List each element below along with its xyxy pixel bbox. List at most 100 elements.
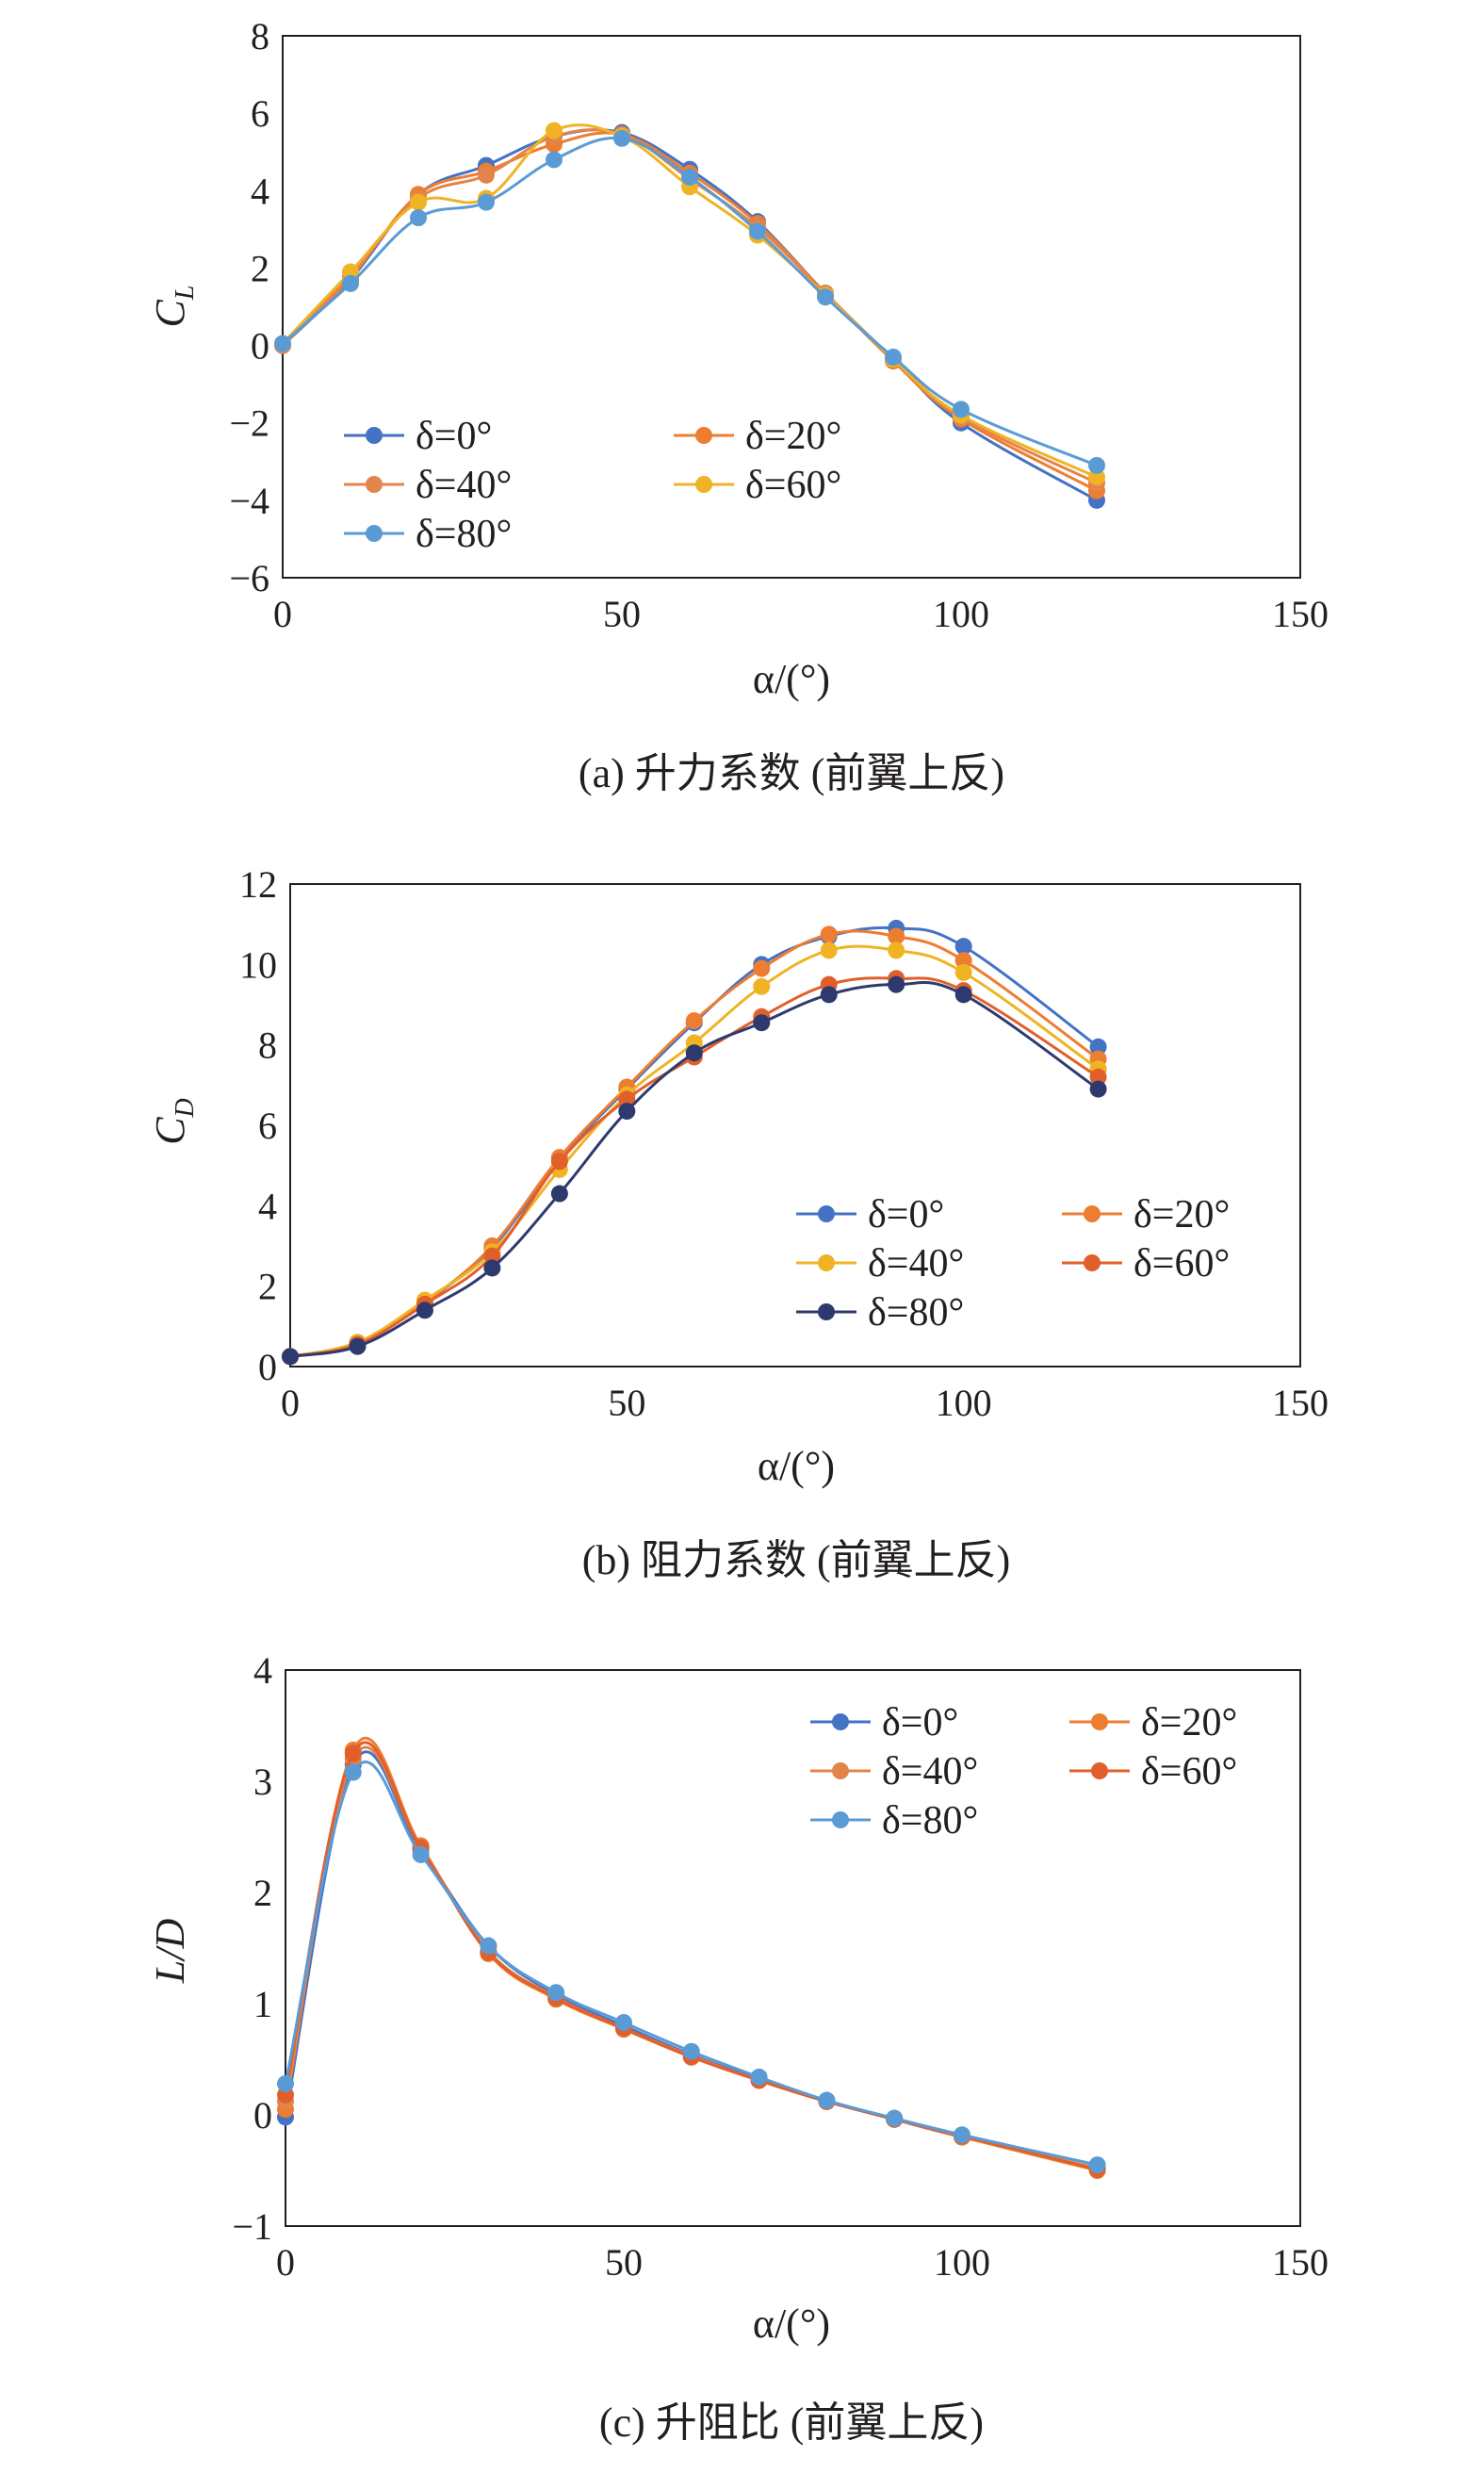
data-point — [820, 942, 838, 959]
data-point — [817, 288, 834, 306]
legend-item: δ=0° — [810, 1701, 958, 1744]
data-point — [550, 1185, 568, 1203]
y-tick-label: 2 — [253, 1872, 272, 1914]
legend-label: δ=80° — [868, 1291, 964, 1335]
x-tick-label: 150 — [1272, 593, 1329, 635]
data-point — [618, 1103, 636, 1121]
legend-swatch-marker — [695, 427, 712, 444]
data-point — [1089, 1038, 1107, 1056]
y-tick-label: 0 — [251, 325, 269, 368]
data-point — [613, 129, 630, 147]
series-layer — [274, 122, 1105, 509]
data-point — [954, 938, 972, 956]
x-tick-labels: 0 50 100 150 — [273, 593, 1329, 635]
data-point — [1088, 2156, 1106, 2174]
y-axis-label: CL — [147, 286, 200, 328]
y-tick-label: 1 — [253, 1983, 272, 2025]
data-point — [546, 122, 563, 139]
legend-item: δ=60° — [674, 464, 841, 507]
legend-item: δ=40° — [344, 464, 512, 507]
legend-swatch-marker — [366, 476, 383, 493]
plot-area-frame — [285, 1669, 1301, 2227]
x-axis-label: α/(°) — [753, 656, 830, 702]
data-point — [1088, 468, 1105, 486]
data-point — [277, 2074, 294, 2092]
data-point — [410, 193, 427, 211]
x-tick-label: 150 — [1272, 1382, 1329, 1424]
data-point — [480, 1937, 497, 1955]
data-point — [954, 986, 972, 1004]
data-point — [342, 274, 359, 292]
data-point — [416, 1302, 433, 1319]
legend-item: δ=40° — [796, 1242, 964, 1286]
y-tick-label: 10 — [239, 943, 277, 986]
legend-swatch-marker — [832, 1811, 849, 1828]
legend-swatch-marker — [695, 476, 712, 493]
legend-swatch-marker — [832, 1713, 849, 1730]
data-point — [546, 151, 563, 169]
data-point — [547, 1984, 565, 2002]
y-tick-label: 12 — [239, 863, 277, 906]
legend-swatch-marker — [366, 525, 383, 542]
y-tick-label: −6 — [229, 557, 269, 599]
data-point — [749, 222, 766, 240]
series-4 — [277, 1761, 1106, 2174]
x-tick-label: 100 — [936, 1382, 992, 1424]
series-line — [289, 929, 1100, 1358]
figure-caption: (a) 升力系数 (前翼上反) — [579, 750, 1004, 796]
y-tick-labels: −6 −4 −2 0 2 4 6 8 — [229, 15, 269, 599]
y-tick-label: 4 — [253, 1649, 272, 1692]
legend-item: δ=80° — [344, 513, 512, 556]
data-point — [753, 977, 771, 995]
legend: δ=0° δ=20° δ=40° δ=60° δ=80° — [796, 1193, 1230, 1335]
data-point — [750, 2068, 768, 2086]
y-tick-label: 4 — [251, 170, 269, 212]
legend-item: δ=0° — [344, 415, 492, 458]
data-point — [820, 925, 838, 943]
data-point — [1088, 456, 1105, 474]
data-point — [274, 335, 291, 352]
y-tick-label: −4 — [229, 480, 269, 522]
data-point — [953, 401, 970, 418]
y-tick-labels: 0 2 4 6 8 10 12 — [239, 863, 277, 1388]
series-layer — [277, 1736, 1106, 2179]
legend-label: δ=0° — [882, 1701, 958, 1744]
x-tick-labels: 0 50 100 150 — [281, 1382, 1329, 1424]
chart-panel-a: −6 −4 −2 0 2 4 6 8 0 50 100 150 CL α/(°) (a) 升力系数 … — [147, 15, 1329, 796]
legend-item: δ=20° — [674, 415, 841, 458]
data-point — [618, 1090, 636, 1108]
data-point — [885, 348, 902, 366]
legend-label: δ=40° — [416, 464, 512, 507]
legend-label: δ=80° — [416, 513, 512, 556]
legend-swatch-marker — [1091, 1762, 1108, 1779]
x-tick-label: 100 — [934, 2241, 990, 2284]
data-point — [483, 1247, 501, 1265]
legend-label: δ=0° — [416, 415, 492, 458]
plot-area-frame — [289, 883, 1301, 1368]
data-point — [1089, 1080, 1107, 1098]
x-tick-label: 150 — [1272, 2241, 1329, 2284]
data-point — [888, 927, 905, 945]
x-tick-label: 0 — [281, 1382, 300, 1424]
legend-swatch-marker — [818, 1303, 835, 1320]
figure-caption: (c) 升阻比 (前翼上反) — [599, 2399, 984, 2446]
data-point — [282, 1348, 299, 1366]
data-point — [753, 959, 771, 977]
series-4 — [282, 975, 1107, 1366]
legend-label: δ=20° — [745, 415, 841, 458]
y-tick-label: −1 — [232, 2205, 272, 2248]
x-axis-label: α/(°) — [758, 1443, 835, 1489]
x-tick-labels: 0 50 100 150 — [276, 2241, 1329, 2284]
data-point — [483, 1259, 501, 1277]
data-point — [685, 1012, 703, 1030]
series-line — [282, 136, 1098, 467]
data-point — [954, 952, 972, 970]
series-1 — [282, 925, 1107, 1366]
data-point — [344, 1744, 362, 1762]
x-tick-label: 50 — [608, 1382, 645, 1424]
legend-label: δ=40° — [882, 1750, 978, 1793]
y-tick-label: −2 — [229, 402, 269, 445]
data-point — [478, 166, 495, 184]
